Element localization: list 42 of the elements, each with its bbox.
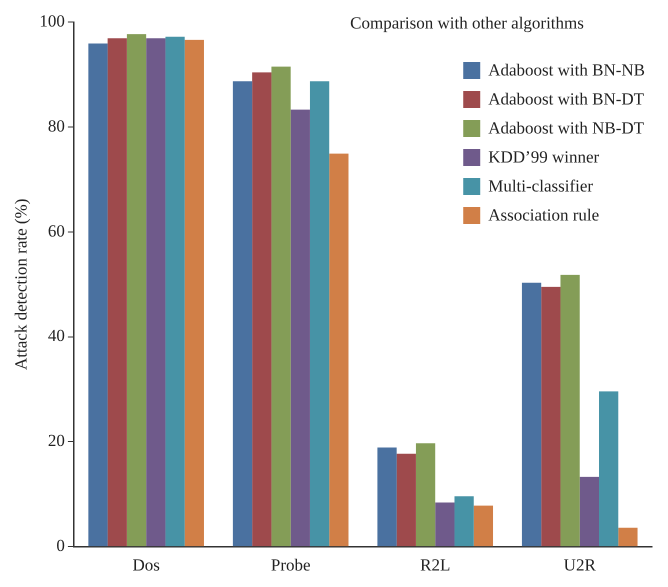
bar	[126, 34, 146, 546]
bar	[618, 528, 638, 546]
bar	[165, 36, 185, 546]
legend-label: Adaboost with NB-DT	[488, 118, 645, 138]
bar	[522, 282, 542, 546]
bar	[580, 476, 600, 546]
bar	[560, 274, 580, 546]
x-tick-label: Dos	[132, 555, 160, 574]
bar	[454, 496, 474, 546]
y-tick-label: 0	[56, 536, 65, 556]
x-tick-label: U2R	[564, 555, 596, 574]
bar	[88, 44, 108, 546]
y-tick-label: 100	[39, 11, 65, 30]
bar	[329, 154, 348, 546]
bar	[146, 38, 166, 546]
bar	[184, 40, 204, 546]
y-axis-title: Attack detection rate (%)	[12, 198, 31, 370]
y-tick-label: 80	[48, 116, 65, 136]
x-tick-label: Probe	[270, 555, 311, 574]
y-tick-label: 20	[48, 431, 65, 450]
y-tick-label: 40	[48, 326, 65, 346]
bar	[271, 66, 291, 546]
legend-label: Multi-classifier	[488, 176, 594, 196]
bar	[310, 81, 330, 546]
bar	[435, 502, 454, 546]
legend-label: Association rule	[488, 205, 600, 224]
bar	[377, 447, 397, 546]
bar	[290, 110, 310, 546]
bar	[541, 286, 560, 546]
y-tick-label: 60	[48, 221, 65, 240]
bar	[396, 454, 416, 546]
legend-label: KDD’99 winner	[488, 147, 600, 166]
legend-label: Adaboost with BN-NB	[488, 60, 646, 80]
bar	[474, 506, 494, 546]
bar	[416, 443, 436, 546]
x-tick-label: R2L	[420, 555, 450, 574]
bar	[232, 81, 252, 546]
bar	[108, 38, 127, 546]
chart-title: Comparison with other algorithms	[350, 13, 584, 32]
legend-label: Adaboost with BN-DT	[488, 89, 645, 108]
bar	[252, 72, 272, 546]
bar	[599, 391, 618, 546]
